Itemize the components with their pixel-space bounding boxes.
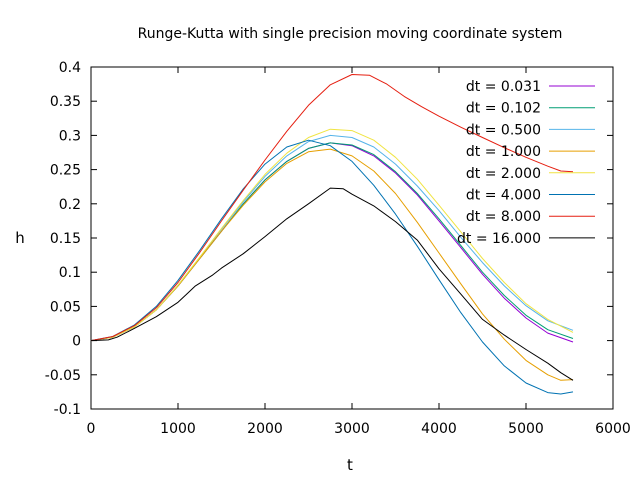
y-tick-label: 0 — [72, 334, 81, 350]
y-tick-label: -0.1 — [54, 402, 81, 418]
y-tick-label: -0.05 — [45, 368, 81, 384]
x-tick-label: 4000 — [421, 421, 457, 437]
legend-label: dt = 8.000 — [466, 209, 541, 225]
y-tick-label: 0.15 — [50, 231, 81, 247]
y-tick-label: 0.25 — [50, 163, 81, 179]
legend-label: dt = 0.031 — [466, 79, 541, 95]
x-tick-label: 5000 — [508, 421, 544, 437]
y-axis-label: h — [15, 229, 25, 247]
legend-label: dt = 16.000 — [457, 231, 541, 247]
y-tick-label: 0.4 — [59, 60, 81, 76]
legend-label: dt = 2.000 — [466, 166, 541, 182]
legend-label: dt = 0.102 — [466, 101, 541, 117]
legend-label: dt = 1.000 — [466, 144, 541, 160]
chart-title: Runge-Kutta with single precision moving… — [138, 26, 563, 42]
y-tick-label: 0.35 — [50, 94, 81, 110]
y-tick-label: 0.1 — [59, 265, 81, 281]
legend-label: dt = 4.000 — [466, 188, 541, 204]
legend: dt = 0.031 dt = 0.102 dt = 0.500 dt = 1.000… — [457, 79, 595, 247]
tick-group: 0 1000 2000 3000 4000 5000 6000 -0.1 -0.05 0 0.05 0… — [45, 60, 631, 437]
y-tick-label: 0.05 — [50, 299, 81, 315]
x-tick-label: 1000 — [160, 421, 196, 437]
series-line — [90, 128, 574, 342]
legend-label: dt = 0.500 — [466, 122, 541, 138]
x-axis-label: t — [347, 456, 353, 474]
x-tick-label: 6000 — [595, 421, 631, 437]
series-lines — [90, 74, 574, 395]
y-tick-label: 0.3 — [59, 128, 81, 144]
series-line — [90, 74, 574, 342]
x-tick-label: 3000 — [334, 421, 370, 437]
series-line — [90, 148, 574, 381]
series-line — [90, 187, 574, 381]
y-tick-label: 0.2 — [59, 197, 81, 213]
x-tick-label: 0 — [87, 421, 96, 437]
x-tick-label: 2000 — [247, 421, 283, 437]
series-line — [90, 139, 574, 395]
